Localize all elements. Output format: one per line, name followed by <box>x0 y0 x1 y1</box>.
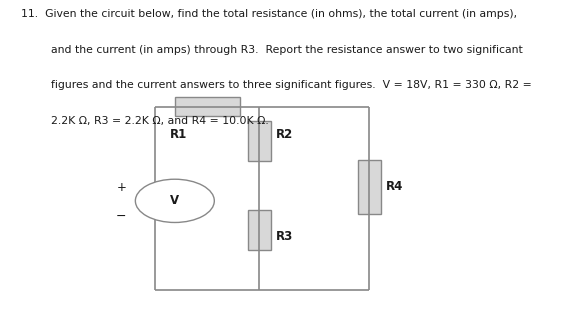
Text: 11.  Given the circuit below, find the total resistance (in ohms), the total cur: 11. Given the circuit below, find the to… <box>21 9 518 19</box>
Text: −: − <box>116 210 126 222</box>
Text: R3: R3 <box>276 230 294 243</box>
Text: R1: R1 <box>169 128 187 141</box>
Text: 2.2K Ω, R3 = 2.2K Ω, and R4 = 10.0K Ω.: 2.2K Ω, R3 = 2.2K Ω, and R4 = 10.0K Ω. <box>51 116 269 126</box>
Text: R4: R4 <box>386 180 404 193</box>
FancyBboxPatch shape <box>358 160 381 214</box>
Circle shape <box>135 179 214 222</box>
Text: +: + <box>116 181 126 194</box>
FancyBboxPatch shape <box>248 121 271 161</box>
Text: and the current (in amps) through R3.  Report the resistance answer to two signi: and the current (in amps) through R3. Re… <box>51 45 523 55</box>
FancyBboxPatch shape <box>248 210 271 250</box>
Text: V: V <box>170 194 179 207</box>
FancyBboxPatch shape <box>175 97 240 116</box>
Text: R2: R2 <box>276 128 294 141</box>
Text: figures and the current answers to three significant figures.  V = 18V, R1 = 330: figures and the current answers to three… <box>51 80 532 90</box>
